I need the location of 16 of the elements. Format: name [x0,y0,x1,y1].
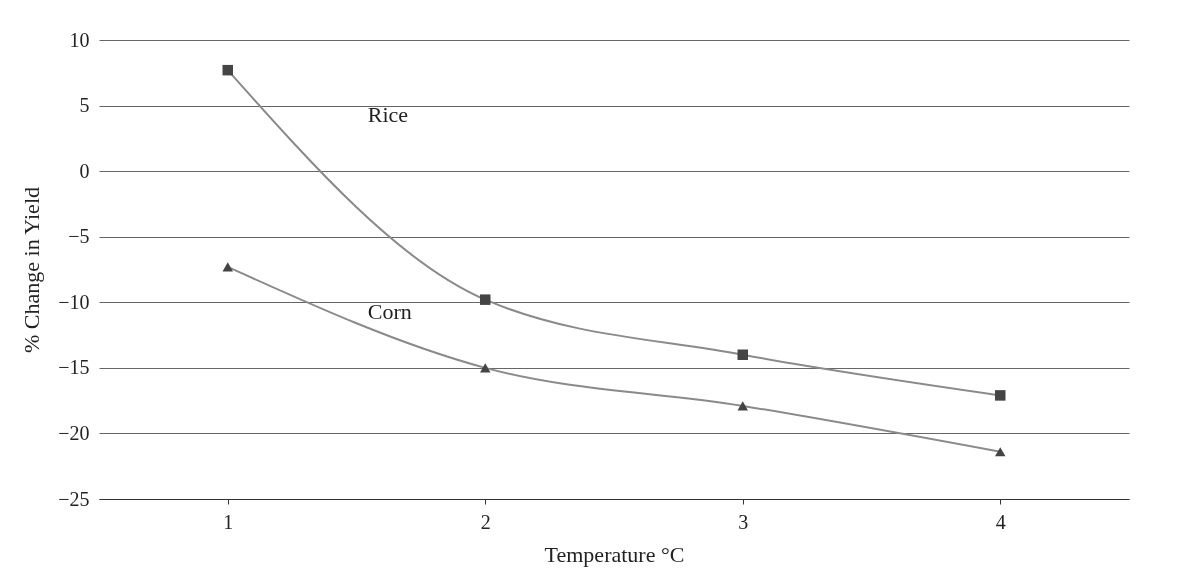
y-tick-label: −25 [58,487,90,510]
y-tick-label: −20 [58,421,90,444]
x-tick-label: 4 [995,510,1006,533]
y-tick-label: −5 [68,225,90,248]
y-tick-label: 10 [69,28,90,51]
x-axis-title: Temperature °C [544,541,685,567]
x-tick-label: 3 [738,510,749,533]
x-tick-label: 2 [480,510,491,533]
y-tick-label: −15 [58,356,90,379]
y-tick-label: −10 [58,290,90,313]
x-tick-label: 1 [223,510,234,533]
text: Rice [367,102,409,128]
y-tick-label: 0 [79,159,90,182]
series-label: Corn [367,298,412,324]
y-tick-label: 5 [79,94,90,117]
y-axis-title: % Change in Yield [19,187,45,353]
